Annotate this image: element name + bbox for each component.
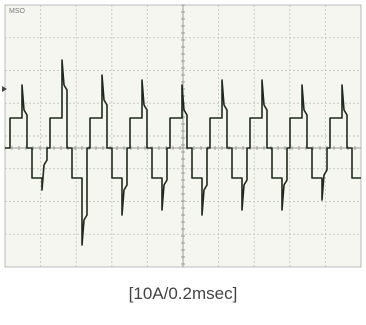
- caption: [10A/0.2msec]: [0, 284, 366, 304]
- page: MSO [10A/0.2msec] (() => { const data = …: [0, 0, 366, 325]
- channel-label: MSO: [9, 8, 26, 15]
- oscilloscope-screen: MSO: [0, 0, 366, 272]
